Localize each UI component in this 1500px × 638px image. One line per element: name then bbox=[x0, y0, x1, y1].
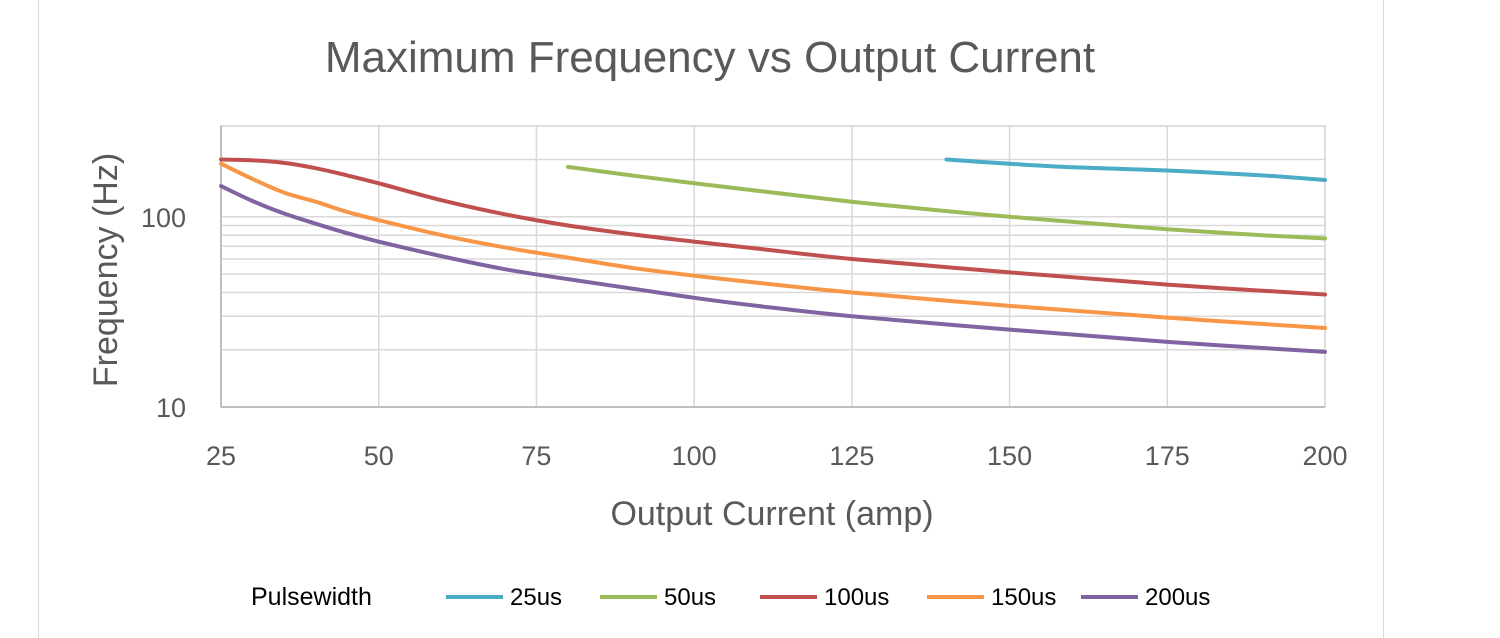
x-axis-ticks: 25 50 75 100 125 150 175 200 bbox=[206, 441, 1348, 471]
legend-label-150us: 150us bbox=[991, 584, 1056, 611]
legend: 25us 50us 100us 150us 200us bbox=[446, 584, 1210, 611]
x-axis-title: Output Current (amp) bbox=[610, 495, 933, 533]
chart-title: Maximum Frequency vs Output Current bbox=[325, 33, 1095, 82]
x-tick-label: 50 bbox=[364, 441, 394, 471]
x-tick-label: 150 bbox=[987, 441, 1032, 471]
y-tick-label: 100 bbox=[141, 203, 186, 233]
x-tick-label: 175 bbox=[1145, 441, 1190, 471]
y-axis-ticks: 10 100 bbox=[141, 203, 186, 423]
plot-area bbox=[220, 125, 1326, 408]
grid bbox=[220, 125, 1326, 408]
series-line-25us bbox=[944, 157, 1327, 183]
legend-label-100us: 100us bbox=[824, 584, 889, 611]
x-tick-label: 25 bbox=[206, 441, 236, 471]
series-line-200us bbox=[219, 184, 1327, 354]
legend-label-50us: 50us bbox=[664, 584, 716, 611]
legend-label-200us: 200us bbox=[1145, 584, 1210, 611]
legend-label-25us: 25us bbox=[510, 584, 562, 611]
legend-title: Pulsewidth bbox=[251, 583, 372, 611]
series-lines bbox=[219, 157, 1327, 354]
x-tick-label: 200 bbox=[1302, 441, 1347, 471]
y-axis-title: Frequency (Hz) bbox=[87, 153, 125, 387]
chart-frame bbox=[38, 0, 1384, 638]
series-line-100us bbox=[219, 157, 1327, 297]
series-line-50us bbox=[565, 164, 1327, 241]
x-tick-label: 125 bbox=[829, 441, 874, 471]
x-tick-label: 75 bbox=[521, 441, 551, 471]
series-line-150us bbox=[219, 161, 1327, 331]
y-tick-label: 10 bbox=[156, 393, 186, 423]
x-tick-label: 100 bbox=[672, 441, 717, 471]
